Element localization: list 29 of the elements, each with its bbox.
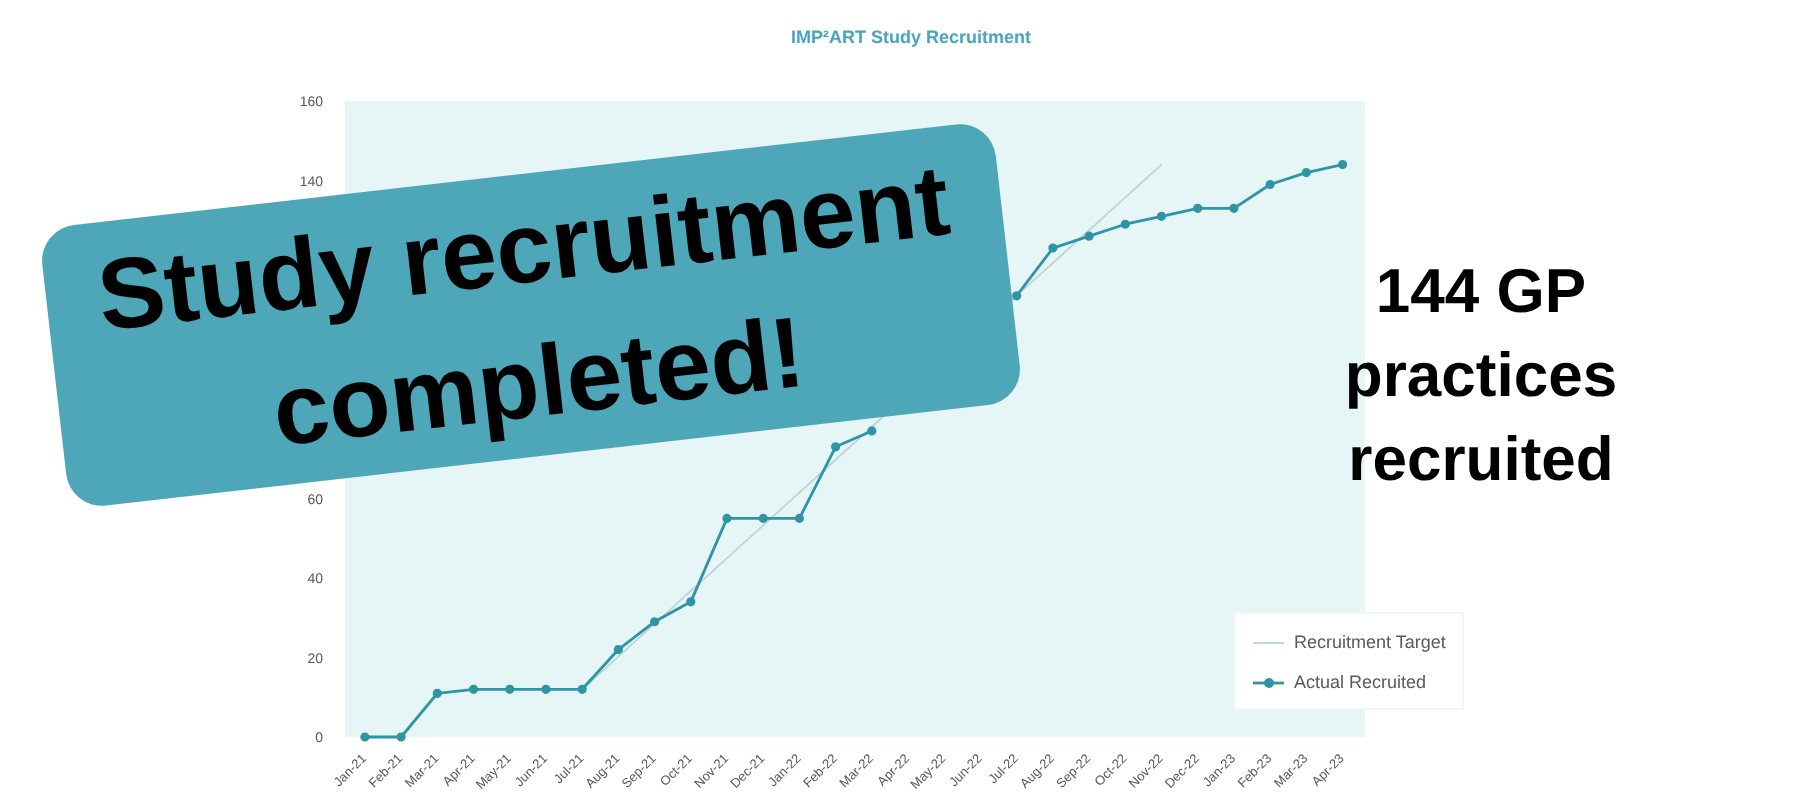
point — [541, 684, 551, 694]
point — [686, 597, 696, 607]
point — [505, 684, 515, 694]
point — [468, 684, 479, 694]
point — [1120, 219, 1130, 229]
point — [1048, 243, 1058, 253]
point — [867, 426, 877, 436]
point — [1229, 203, 1239, 213]
legend-label: Actual Recruited — [1294, 670, 1427, 692]
point — [577, 684, 587, 694]
point — [613, 644, 623, 655]
point — [831, 442, 841, 452]
point — [722, 513, 732, 523]
point — [432, 688, 442, 698]
point — [1084, 231, 1094, 241]
point — [1156, 211, 1167, 221]
point — [396, 732, 406, 742]
point — [360, 732, 370, 742]
point — [1012, 291, 1022, 301]
legend-label: Recruitment Target — [1294, 630, 1446, 652]
point — [1265, 179, 1275, 190]
annotation: 144 GP practices recruited — [1344, 256, 1618, 494]
point — [758, 513, 768, 523]
point — [1193, 203, 1203, 213]
point — [794, 513, 805, 523]
chart-title: IMP²ART Study Recruitment — [791, 27, 1032, 47]
point — [1301, 167, 1311, 178]
point — [1337, 160, 1348, 170]
point — [649, 617, 660, 627]
